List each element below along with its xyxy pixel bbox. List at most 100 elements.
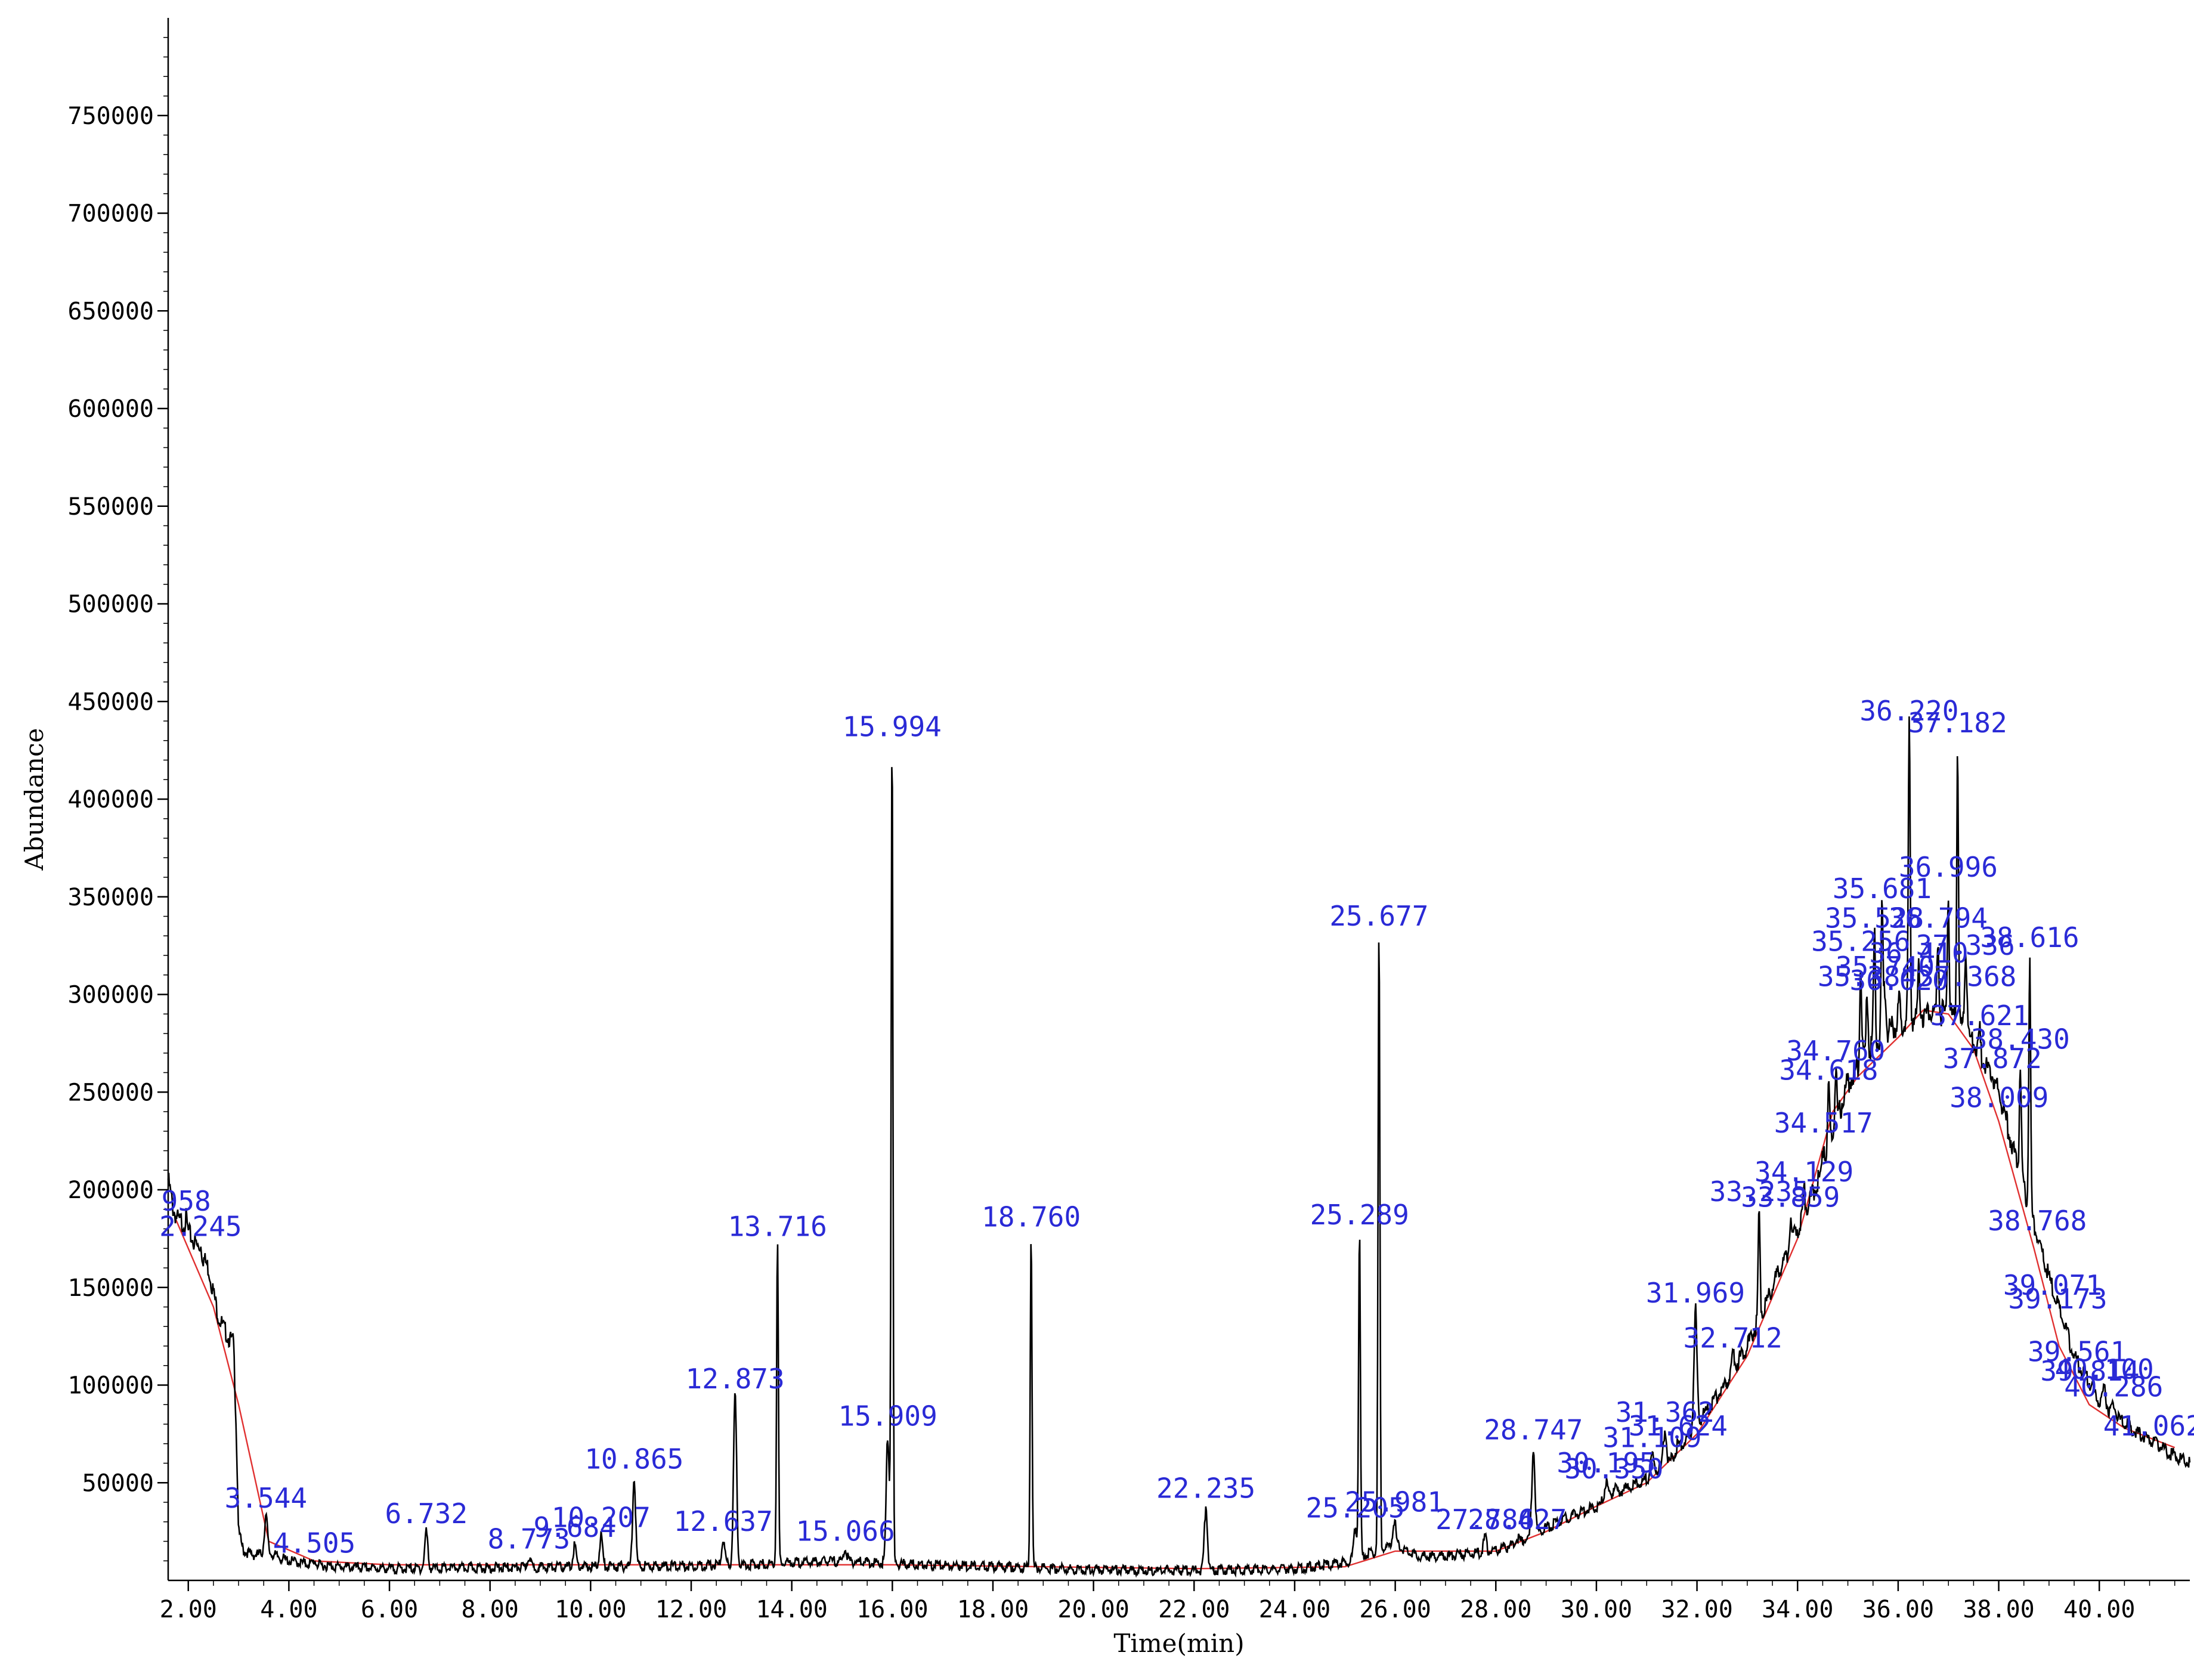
peak-label: 36.794 (1889, 902, 1988, 934)
x-tick-label: 10.00 (555, 1596, 626, 1623)
x-tick-label: 2.00 (160, 1596, 217, 1623)
x-tick-label: 34.00 (1762, 1596, 1833, 1623)
peak-label: 40.286 (2064, 1370, 2163, 1403)
peak-label: 38.768 (1988, 1205, 2087, 1237)
x-tick-label: 32.00 (1661, 1596, 1732, 1623)
x-tick-label: 6.00 (361, 1596, 418, 1623)
peak-label: 31.362 (1616, 1396, 1715, 1428)
y-tick-label: 550000 (68, 493, 154, 521)
peak-label: 25.981 (1345, 1486, 1444, 1518)
peak-label: 32.712 (1684, 1322, 1783, 1354)
y-tick-label: 100000 (68, 1372, 154, 1400)
x-tick-label: 28.00 (1460, 1596, 1531, 1623)
peak-label: 15.909 (838, 1400, 937, 1432)
y-tick-label: 200000 (68, 1177, 154, 1204)
x-axis-title: Time(min) (1113, 1629, 1244, 1658)
y-tick-label: 650000 (68, 298, 154, 325)
x-tick-label: 12.00 (655, 1596, 727, 1623)
x-tick-label: 30.00 (1561, 1596, 1632, 1623)
y-tick-label: 400000 (68, 786, 154, 813)
peak-label: 8.773 (488, 1523, 570, 1555)
peak-label: 25.205 (1306, 1492, 1405, 1524)
trace-layer (167, 716, 2191, 1578)
peak-label: 34.760 (1786, 1035, 1885, 1067)
peak-label: 35.528 (1825, 902, 1924, 934)
peak-label: 41.062 (2103, 1410, 2194, 1442)
peak-label: 39.814 (2040, 1355, 2139, 1387)
peak-label: 27.786 (1435, 1503, 1534, 1536)
y-tick-label: 250000 (68, 1079, 154, 1106)
y-tick-label: 700000 (68, 200, 154, 228)
peak-label: 6.732 (385, 1498, 468, 1530)
peak-label: 25.677 (1329, 900, 1428, 932)
peak-label: 35.256 (1811, 926, 1910, 958)
peak-label: 37.182 (1908, 707, 2007, 739)
x-tick-label: 14.00 (756, 1596, 827, 1623)
y-tick-label: 350000 (68, 884, 154, 911)
integration-baseline (175, 1009, 2176, 1570)
peak-label: 31.109 (1602, 1421, 1701, 1453)
peak-label: 38.430 (1971, 1023, 2070, 1055)
y-tick-label: 300000 (68, 982, 154, 1009)
peak-label: 10.207 (552, 1502, 651, 1534)
y-tick-label: 450000 (68, 688, 154, 716)
peak-label: 37.368 (1917, 961, 2016, 993)
x-tick-label: 38.00 (1963, 1596, 2034, 1623)
peak-label: 33.859 (1741, 1181, 1840, 1214)
peak-label: 12.873 (686, 1363, 785, 1395)
x-tick-label: 4.00 (260, 1596, 317, 1623)
x-tick-label: 40.00 (2063, 1596, 2135, 1623)
peak-label: 36.410 (1869, 937, 1968, 969)
peak-label: 18.760 (982, 1201, 1081, 1233)
y-tick-label: 150000 (68, 1274, 154, 1302)
peak-label: 38.616 (1980, 921, 2079, 954)
peak-label: 12.637 (674, 1505, 773, 1537)
peak-label: 13.716 (728, 1211, 827, 1243)
x-tick-label: 36.00 (1862, 1596, 1934, 1623)
x-tick-label: 18.00 (957, 1596, 1029, 1623)
y-tick-label: 500000 (68, 591, 154, 618)
x-tick-label: 24.00 (1259, 1596, 1330, 1623)
peak-label: 22.235 (1156, 1472, 1255, 1505)
peak-label: 37.621 (1930, 1000, 2029, 1032)
peak-label: 36.020 (1850, 964, 1949, 997)
peak-label: 36.220 (1859, 695, 1958, 727)
peak-label: 39.071 (2003, 1269, 2102, 1301)
peak-label: 37.336 (1916, 929, 2015, 961)
x-tick-label: 26.00 (1359, 1596, 1431, 1623)
x-tick-label: 16.00 (856, 1596, 928, 1623)
peak-label: 958 (162, 1185, 211, 1217)
peak-label: 15.994 (843, 710, 942, 742)
peak-label: 31.969 (1646, 1277, 1745, 1309)
peak-label: 34.618 (1779, 1054, 1878, 1087)
peak-label: 36.996 (1899, 851, 1998, 883)
peak-label: 39.561 (2028, 1335, 2127, 1367)
x-tick-label: 22.00 (1158, 1596, 1230, 1623)
peak-label: 4.505 (273, 1527, 355, 1559)
peak-label: 28.747 (1484, 1413, 1583, 1446)
peak-label: 31.624 (1629, 1410, 1728, 1442)
peak-label: 2.245 (159, 1211, 242, 1243)
peak-label: 38.009 (1949, 1082, 2048, 1114)
peak-label: 34.517 (1774, 1107, 1873, 1139)
peak-label: 35.740 (1836, 951, 1935, 983)
chromatogram-trace (167, 716, 2191, 1578)
peak-label: 34.129 (1754, 1156, 1853, 1188)
peak-label: 15.066 (796, 1515, 895, 1548)
baseline-layer (175, 1009, 2176, 1570)
peak-label: 39.173 (2008, 1283, 2107, 1315)
peak-label: 37.872 (1943, 1042, 2042, 1075)
x-tick-label: 20.00 (1057, 1596, 1129, 1623)
peak-label: 33.235 (1710, 1175, 1809, 1208)
peak-label: 30.350 (1564, 1453, 1663, 1485)
peak-label: 35.681 (1833, 873, 1932, 905)
x-tick-label: 8.00 (462, 1596, 519, 1623)
peak-label: 40.100 (2055, 1353, 2154, 1385)
peak-label: 9.684 (533, 1511, 615, 1543)
peak-label: 10.865 (584, 1443, 683, 1475)
peak-label: 3.544 (225, 1482, 307, 1514)
y-tick-label: 600000 (68, 395, 154, 423)
